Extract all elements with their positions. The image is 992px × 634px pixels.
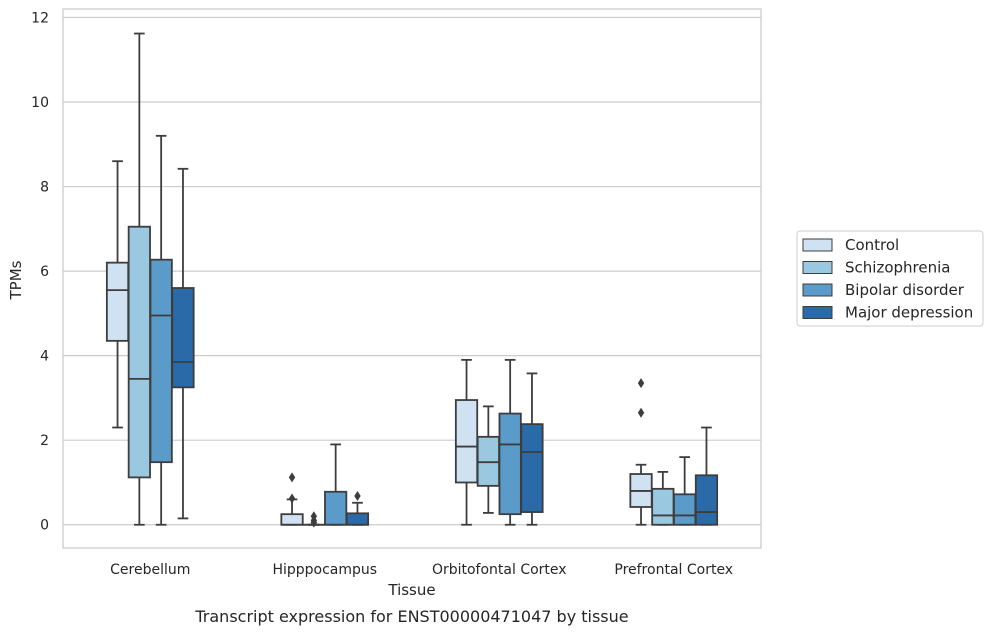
box-iqr [498, 412, 522, 516]
box-iqr [673, 493, 697, 526]
box-iqr [520, 423, 544, 513]
chart-caption: Transcript expression for ENST0000047104… [194, 607, 628, 626]
legend-label: Major depression [845, 304, 973, 322]
box-plot [324, 443, 348, 526]
box-plot [629, 378, 653, 526]
y-tick-label: 6 [40, 264, 49, 280]
x-tick-label: Prefrontal Cortex [614, 562, 733, 578]
legend-swatch [802, 238, 833, 252]
legend-swatch [802, 261, 833, 274]
y-tick-label: 0 [40, 518, 49, 534]
y-tick-label: 4 [40, 349, 49, 365]
outlier-point [310, 517, 318, 528]
box-plot [280, 472, 304, 526]
legend-swatch [802, 283, 833, 297]
box-plot [171, 167, 195, 520]
box-iqr [694, 474, 719, 526]
legend-label: Bipolar disorder [845, 281, 965, 299]
box-iqr [171, 287, 195, 389]
box-iqr [149, 258, 173, 464]
box-plot [345, 491, 370, 526]
x-tick-labels: Cerebellum Hipppocampus Orbitofontal Corte… [110, 562, 733, 578]
box-plot [149, 134, 173, 526]
y-tick-label: 12 [31, 10, 49, 26]
legend-label: Schizophrenia [845, 259, 950, 277]
legend-swatch [802, 306, 833, 319]
legend-label: Control [845, 236, 899, 254]
box-plot [105, 160, 130, 429]
box-plot [520, 372, 544, 526]
box-plot [454, 358, 479, 526]
x-tick-label: Cerebellum [110, 562, 190, 578]
legend: Control Schizophrenia Bipolar disorder Majo… [796, 230, 984, 327]
box-plot [476, 405, 500, 514]
x-axis-label: Tissue [387, 581, 435, 599]
y-tick-labels: 0 2 4 6 8 10 12 [31, 10, 49, 533]
y-tick-label: 10 [31, 95, 49, 111]
box-iqr [651, 487, 675, 526]
box-plot [651, 471, 675, 526]
box-plot [498, 358, 522, 526]
box-plot [302, 511, 326, 528]
box-plot [673, 456, 697, 526]
outlier-point [288, 472, 296, 483]
box-iqr [324, 490, 348, 526]
outlier-point [637, 378, 645, 389]
y-tick-label: 8 [40, 180, 49, 196]
y-axis-label: TPMs [7, 260, 25, 300]
x-tick-label: Hipppocampus [272, 562, 377, 578]
box-plots [105, 32, 719, 528]
outlier-point [354, 491, 361, 502]
box-iqr [345, 512, 370, 526]
box-iqr [454, 399, 479, 484]
box-iqr [127, 225, 151, 479]
box-iqr [280, 513, 304, 526]
box-iqr [105, 261, 130, 342]
box-plot [127, 32, 151, 526]
legend-frame [796, 230, 984, 327]
outlier-point [288, 493, 296, 504]
plot-frame [62, 8, 762, 549]
x-tick-label: Orbitofontal Cortex [432, 562, 567, 578]
box-plot [694, 426, 719, 526]
y-tick-label: 2 [40, 433, 49, 449]
outlier-point [637, 407, 645, 418]
